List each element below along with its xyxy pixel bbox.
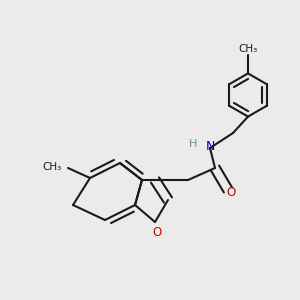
- Text: O: O: [152, 226, 162, 239]
- Text: CH₃: CH₃: [42, 162, 62, 172]
- Text: O: O: [226, 187, 236, 200]
- Text: N: N: [205, 140, 215, 153]
- Text: CH₃: CH₃: [238, 44, 258, 54]
- Text: H: H: [189, 139, 198, 148]
